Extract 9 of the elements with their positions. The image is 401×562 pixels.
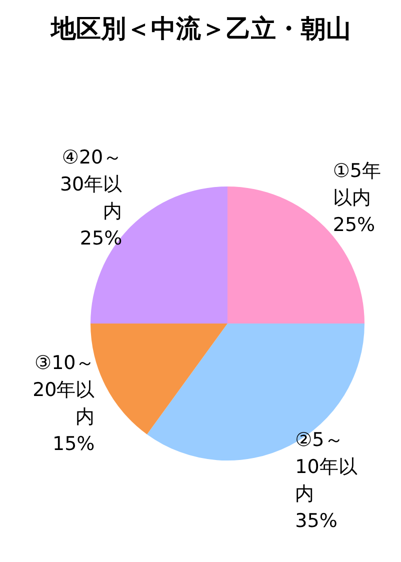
slice-label: ④20～30年以内 [60,146,122,222]
slice-label: ③10～20年以内 [32,352,95,428]
chart-title: 地区別＜中流＞乙立・朝山 [50,14,351,43]
data-label: 35% [295,510,338,532]
slice-label: ②5～10年以内 [295,429,358,506]
slice-label: ①5年以内 [332,160,381,209]
data-label: 15% [52,432,95,455]
data-label: 25% [80,227,122,250]
data-label: 25% [332,214,376,236]
